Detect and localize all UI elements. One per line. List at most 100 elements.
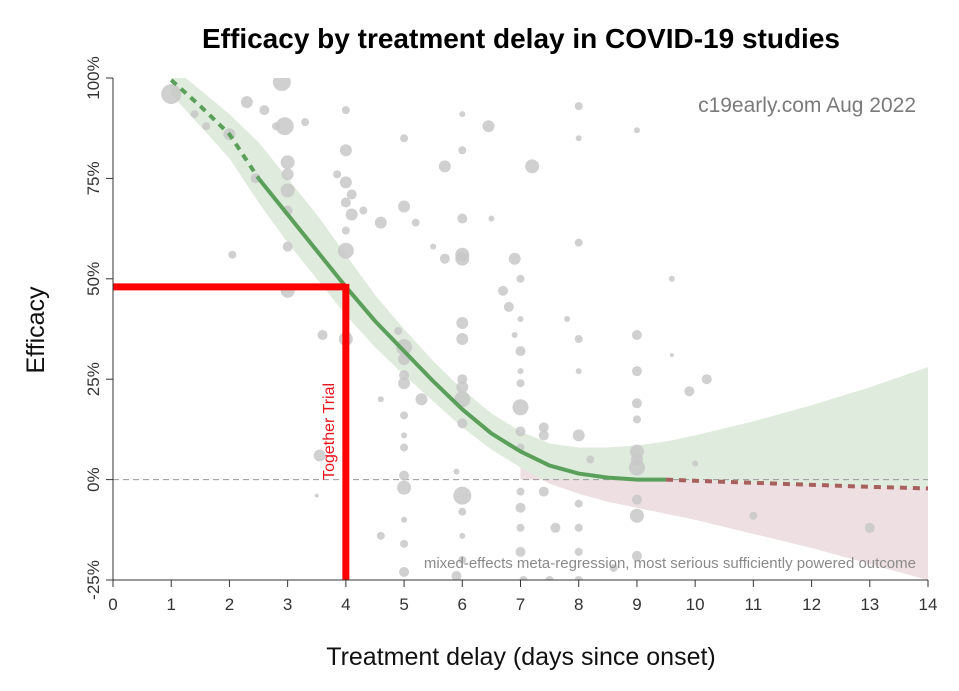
study-point [574,523,583,532]
watermark: c19early.com Aug 2022 [698,94,916,117]
study-point [202,122,211,131]
study-point [574,576,583,580]
study-point [399,370,410,381]
study-point [628,459,645,476]
study-point [503,301,514,312]
x-tick-label: 1 [166,595,175,614]
study-point [340,197,351,208]
confidence-band-upper [171,78,928,489]
study-point [586,455,595,464]
study-point [701,374,712,385]
fit-line-negative [665,477,928,491]
study-point [550,522,561,533]
study-point [458,507,467,516]
footnote: mixed-effects meta-regression, most seri… [424,555,916,572]
study-point [669,353,674,358]
study-point [538,430,549,441]
regression-fit [169,78,928,491]
study-point [314,493,319,498]
study-point [574,335,583,344]
study-point [377,396,384,403]
study-point [512,399,529,416]
study-point [538,422,549,433]
y-tick-label: 100% [84,56,103,99]
study-point [399,470,410,481]
chart-title: Efficacy by treatment delay in COVID-19 … [202,23,840,54]
study-point [668,275,675,282]
confidence-band-negative [520,467,928,580]
y-tick-label: 50% [84,262,103,296]
study-point [545,576,554,580]
study-point [455,251,470,266]
x-tick-label: 11 [745,595,763,614]
study-point [438,160,451,173]
study-point [400,539,409,548]
study-point [415,393,428,406]
study-point [511,332,518,339]
study-point [488,215,495,222]
study-point [574,102,583,111]
study-point [516,379,525,388]
study-point [339,144,352,157]
study-point [515,426,526,437]
study-point [272,78,291,92]
study-point [631,550,642,561]
study-point [574,547,583,556]
study-point [631,366,642,377]
study-point [575,368,582,375]
study-points [161,78,875,580]
x-tick-label: 6 [458,595,467,614]
highlight-marker [113,283,350,580]
study-point [456,381,469,394]
study-point [376,531,385,540]
study-point [519,576,528,580]
study-point [517,315,524,322]
study-point [516,487,525,496]
study-point [498,285,509,296]
study-point [574,499,583,508]
study-point [439,253,450,264]
x-tick-label: 2 [225,595,234,614]
study-point [400,134,409,143]
highlight-label: Together Trial [321,383,338,480]
study-point [374,216,387,229]
study-point [339,176,352,189]
study-point [749,511,758,520]
x-tick-label: 4 [341,595,350,614]
x-tick-label: 8 [574,595,583,614]
study-point [280,155,295,170]
study-point [161,84,182,105]
study-point [341,226,350,235]
x-tick-label: 0 [108,595,117,614]
x-tick-label: 10 [686,595,705,614]
study-point [337,242,354,259]
study-point [456,316,469,329]
study-point [482,120,495,133]
study-point [517,368,524,375]
study-point [401,432,408,439]
study-point [394,327,403,336]
study-point [575,135,582,142]
study-point [345,208,358,221]
study-point [633,127,640,134]
study-point [396,339,413,356]
x-tick-label: 9 [632,595,641,614]
study-point [400,411,409,420]
study-point [456,333,469,346]
study-point [515,546,526,557]
study-point [451,570,462,580]
study-point [281,168,294,181]
study-point [631,494,642,505]
x-tick-label: 13 [860,595,879,614]
study-point [280,183,295,198]
study-point [457,418,468,429]
study-point [516,523,525,532]
study-point [317,330,328,341]
study-point [399,566,410,577]
study-point [401,516,408,523]
study-point [333,170,342,179]
study-point [574,238,583,247]
confidence-band [171,78,928,580]
fit-line [256,177,667,482]
